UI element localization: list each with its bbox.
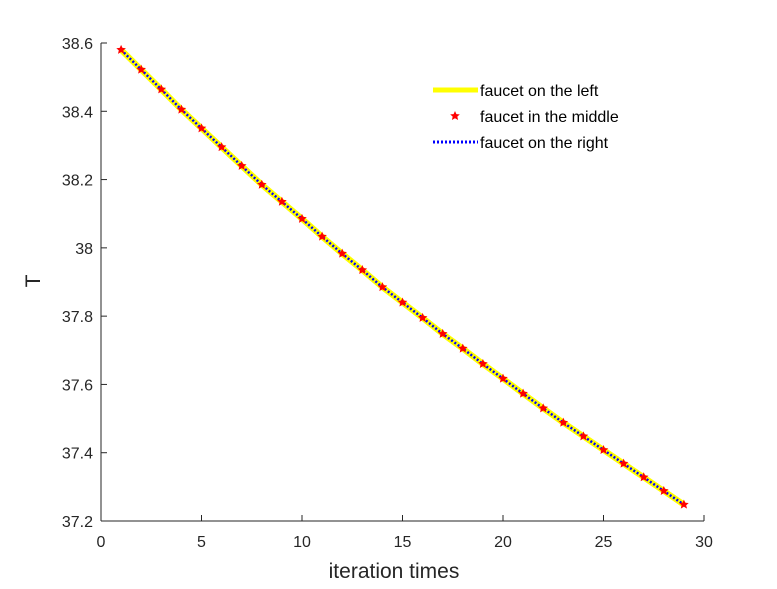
series-marker-middle (558, 417, 569, 427)
series-marker-middle (578, 431, 589, 441)
series-marker-middle (156, 84, 167, 94)
x-tick-label: 0 (97, 534, 106, 551)
series-marker-middle (377, 282, 388, 292)
legend-swatch-middle (450, 111, 460, 120)
x-tick-label: 30 (695, 534, 713, 551)
series-marker-middle (236, 160, 247, 170)
series-marker-middle (257, 179, 267, 189)
y-tick-label: 37.6 (62, 377, 93, 394)
series-marker-middle (317, 231, 327, 241)
series-marker-middle (136, 64, 146, 74)
y-tick-label: 38 (75, 241, 93, 258)
series-marker-middle (618, 458, 629, 468)
y-axis-label: T (22, 274, 45, 287)
x-tick-label: 15 (394, 534, 412, 551)
series-marker-middle (518, 388, 528, 398)
series-marker-middle (337, 248, 347, 258)
x-tick-label: 25 (595, 534, 613, 551)
series-marker-middle (176, 104, 187, 114)
series-marker-middle (437, 328, 448, 338)
series-marker-middle (598, 444, 609, 454)
series-marker-middle (478, 358, 488, 368)
y-tick-label: 37.4 (62, 446, 93, 463)
series-marker-middle (538, 403, 548, 413)
series-marker-middle (357, 265, 368, 275)
tick-layer: 0 5 10 15 20 25 30 37.2 37.4 37.6 37.8 38 38.2 38.4 38… (62, 36, 713, 551)
series-marker-middle (297, 213, 307, 223)
series-marker-middle (277, 196, 287, 206)
series-marker-middle (397, 297, 408, 307)
series-marker-middle (659, 485, 669, 495)
legend: faucet on the left faucet in the middle … (433, 83, 619, 152)
y-tick-label: 37.8 (62, 309, 93, 326)
y-tick-label: 37.2 (62, 514, 93, 531)
series-marker-middle (679, 499, 689, 509)
series-marker-middle (196, 123, 207, 133)
x-axis-label: iteration times (329, 560, 460, 583)
y-tick-label: 38.4 (62, 104, 93, 121)
x-tick-label: 5 (197, 534, 206, 551)
series-marker-middle (638, 472, 649, 482)
series-layer (116, 44, 689, 509)
legend-label-left: faucet on the left (480, 83, 599, 100)
x-tick-label: 10 (293, 534, 311, 551)
series-marker-middle (116, 44, 126, 54)
x-tick-label: 20 (494, 534, 512, 551)
series-marker-middle (458, 343, 468, 353)
y-tick-label: 38.6 (62, 36, 93, 53)
legend-label-right: faucet on the right (480, 135, 609, 152)
series-marker-middle (417, 312, 428, 322)
y-tick-label: 38.2 (62, 173, 93, 190)
series-marker-middle (216, 142, 227, 152)
legend-label-middle: faucet in the middle (480, 109, 619, 126)
series-marker-middle (498, 373, 508, 383)
